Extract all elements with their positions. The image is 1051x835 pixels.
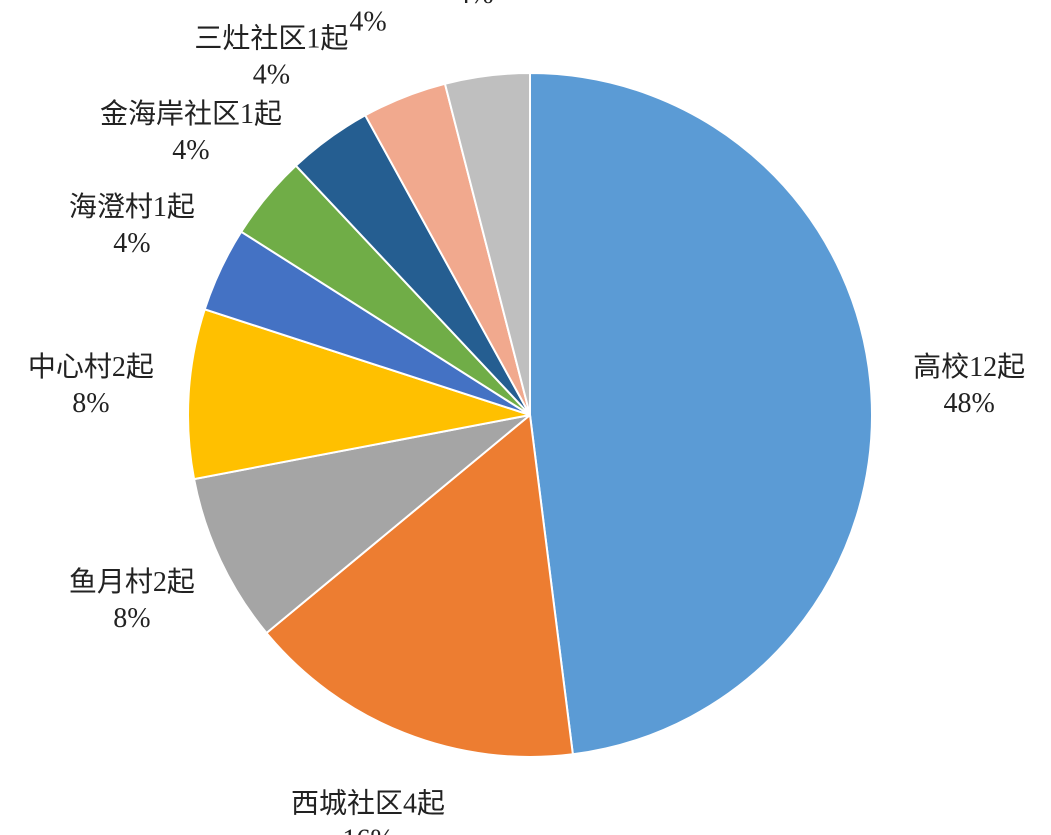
slice-label: 鱼林村1起 bbox=[305, 0, 431, 1]
slice-label: 西城社区4起 bbox=[291, 788, 445, 820]
pie-slice bbox=[187, 308, 531, 481]
value-label: 8% bbox=[72, 388, 109, 419]
slice-label: 高校12起 bbox=[913, 351, 1025, 383]
value-label: 4% bbox=[172, 135, 209, 166]
value-label: 8% bbox=[113, 603, 150, 634]
value-label: 48% bbox=[943, 388, 994, 419]
slice-label: 鱼月村2起 bbox=[69, 566, 195, 598]
value-label: 4% bbox=[456, 0, 493, 10]
slice-label: 海澄村1起 bbox=[69, 191, 195, 223]
pie-slice bbox=[443, 71, 531, 416]
value-label: 4% bbox=[253, 59, 290, 90]
value-label: 16% bbox=[342, 825, 393, 835]
slice-label: 金海岸社区1起 bbox=[100, 98, 282, 130]
pie-slice bbox=[265, 413, 574, 758]
pie-slice bbox=[529, 71, 873, 756]
value-label: 4% bbox=[113, 228, 150, 259]
pie-slice bbox=[192, 414, 531, 635]
slice-label: 中心村2起 bbox=[28, 351, 154, 383]
slice-label: 三灶社区1起 bbox=[194, 22, 348, 54]
value-label: 4% bbox=[349, 6, 386, 37]
